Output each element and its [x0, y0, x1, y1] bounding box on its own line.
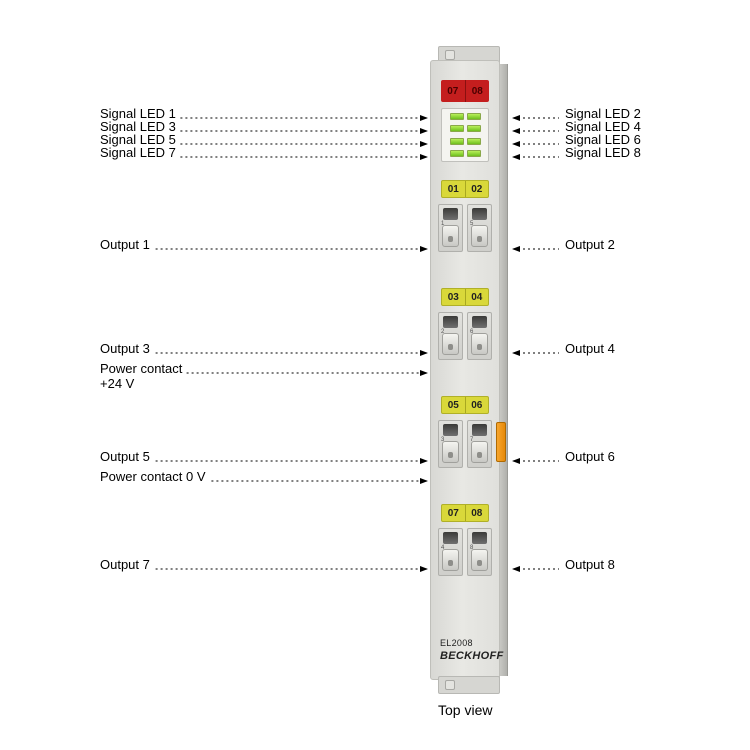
terminal-pair: 2 6 — [438, 312, 492, 360]
channel-num-right: 02 — [466, 181, 489, 197]
terminal-pair: 1 5 — [438, 204, 492, 252]
callout-label-left: Power contact 0 V — [100, 469, 206, 484]
callout-label-left: Output 5 — [100, 449, 150, 464]
channel-num-right: 08 — [466, 505, 489, 521]
terminal-left: 2 — [438, 312, 463, 360]
channel-num-left: 01 — [442, 181, 466, 197]
callout-label-left: Output 3 — [100, 341, 150, 356]
led-1 — [450, 113, 464, 120]
terminal-pair: 4 8 — [438, 528, 492, 576]
io-terminal-device: 07 08 0102030405060708 1 5 2 6 3 — [430, 50, 508, 690]
channel-num-left: 07 — [442, 505, 466, 521]
red-num-right: 08 — [466, 80, 490, 102]
led-6 — [467, 138, 481, 145]
device-model: EL2008 — [440, 638, 473, 648]
callout-label-left: Output 1 — [100, 237, 150, 252]
terminal-left: 3 — [438, 420, 463, 468]
callout-label-right: Output 4 — [565, 341, 615, 356]
channel-tag: 0506 — [441, 396, 489, 414]
led-7 — [450, 150, 464, 157]
callout-label-right: Output 2 — [565, 237, 615, 252]
terminal-pair: 3 7 — [438, 420, 492, 468]
orange-latch — [496, 422, 506, 462]
top-red-block: 07 08 — [441, 80, 489, 102]
channel-num-left: 03 — [442, 289, 466, 305]
led-3 — [450, 125, 464, 132]
terminal-left: 4 — [438, 528, 463, 576]
terminal-right: 7 — [467, 420, 492, 468]
channel-num-left: 05 — [442, 397, 466, 413]
callout-label-right: Output 8 — [565, 557, 615, 572]
device-bottom-tab — [438, 676, 500, 694]
led-panel — [441, 108, 489, 162]
terminal-right: 8 — [467, 528, 492, 576]
callout-label-right: Output 6 — [565, 449, 615, 464]
channel-tag: 0304 — [441, 288, 489, 306]
channel-tag: 0708 — [441, 504, 489, 522]
channel-tag: 0102 — [441, 180, 489, 198]
channel-num-right: 06 — [466, 397, 489, 413]
callout-label-left: Power contact+24 V — [100, 361, 182, 391]
led-8 — [467, 150, 481, 157]
device-side-edge — [500, 64, 508, 676]
led-2 — [467, 113, 481, 120]
channel-num-right: 04 — [466, 289, 489, 305]
terminal-right: 5 — [467, 204, 492, 252]
terminal-left: 1 — [438, 204, 463, 252]
terminal-right: 6 — [467, 312, 492, 360]
led-5 — [450, 138, 464, 145]
callout-label-right: Signal LED 8 — [565, 145, 641, 160]
callout-label-left: Output 7 — [100, 557, 150, 572]
device-brand: BECKHOFF — [440, 650, 504, 662]
red-num-left: 07 — [441, 80, 466, 102]
figure-caption: Top view — [438, 702, 492, 718]
callout-label-left: Signal LED 7 — [100, 145, 176, 160]
led-4 — [467, 125, 481, 132]
